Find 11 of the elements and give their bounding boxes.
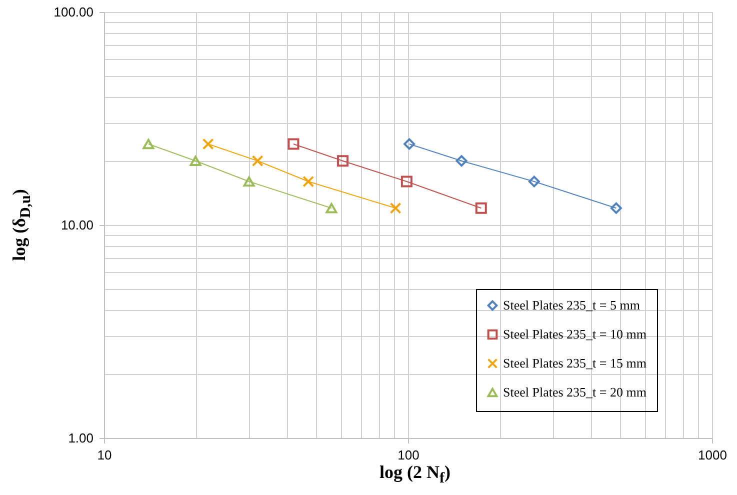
y-tick-label: 1.00: [68, 430, 94, 446]
legend-label: Steel Plates 235_t = 20 mm: [503, 384, 646, 400]
x-tick-label: 100: [398, 448, 420, 462]
legend-label: Steel Plates 235_t = 5 mm: [503, 298, 640, 312]
y-tick-label: 10.00: [60, 218, 94, 232]
y-tick-label: 100.00: [54, 4, 94, 20]
x-tick-label: 1000: [698, 448, 727, 462]
x-tick-label: 10: [97, 448, 112, 462]
x-axis-title: log (2 N$_{f}$): [380, 462, 450, 488]
legend-label: Steel Plates 235_t = 15 mm: [503, 356, 646, 370]
legend-label: Steel Plates 235_t = 10 mm: [503, 326, 646, 342]
